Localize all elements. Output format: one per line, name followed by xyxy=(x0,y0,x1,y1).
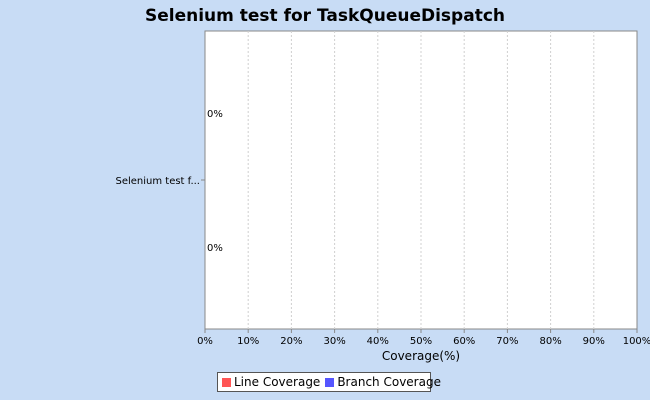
bar-value-label: 0% xyxy=(207,243,223,254)
chart-title: Selenium test for TaskQueueDispatch xyxy=(144,6,505,26)
bar-labels: 0% 0% xyxy=(207,109,223,254)
x-tick-label: 20% xyxy=(280,336,302,347)
x-tick-label: 70% xyxy=(496,336,518,347)
bar-value-label: 0% xyxy=(207,109,223,120)
x-tick-label: 0% xyxy=(197,336,213,347)
legend: Line Coverage Branch Coverage xyxy=(217,372,441,392)
legend-label-line: Line Coverage xyxy=(234,375,321,389)
x-axis-label: Coverage(%) xyxy=(382,349,460,363)
x-tick-label: 90% xyxy=(583,336,605,347)
x-tick-label: 10% xyxy=(237,336,259,347)
y-axis: Selenium test f... xyxy=(115,176,205,187)
x-tick-label: 80% xyxy=(539,336,561,347)
x-tick-label: 50% xyxy=(410,336,432,347)
x-axis: 0% 10% 20% 30% 40% 50% 60% 70% 80% 90% 100% xyxy=(197,329,650,347)
grid-lines xyxy=(247,31,595,329)
legend-entry-line: Line Coverage xyxy=(222,375,320,389)
y-category-label: Selenium test f... xyxy=(115,176,200,187)
legend-swatch-line xyxy=(222,377,231,387)
x-tick-label: 30% xyxy=(323,336,345,347)
x-tick-label: 40% xyxy=(367,336,389,347)
x-tick-label: 60% xyxy=(453,336,475,347)
legend-entry-branch: Branch Coverage xyxy=(325,375,441,389)
legend-label-branch: Branch Coverage xyxy=(337,375,441,389)
legend-swatch-branch xyxy=(325,377,335,387)
x-tick-label: 100% xyxy=(623,336,650,347)
